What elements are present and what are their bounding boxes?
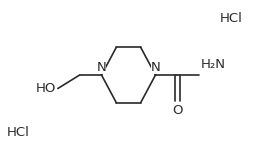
Text: N: N: [151, 61, 160, 74]
Text: N: N: [97, 61, 106, 74]
Text: HO: HO: [36, 82, 57, 95]
Text: H₂N: H₂N: [200, 57, 225, 70]
Text: HCl: HCl: [6, 126, 30, 138]
Text: O: O: [172, 103, 182, 117]
Text: HCl: HCl: [220, 12, 243, 24]
